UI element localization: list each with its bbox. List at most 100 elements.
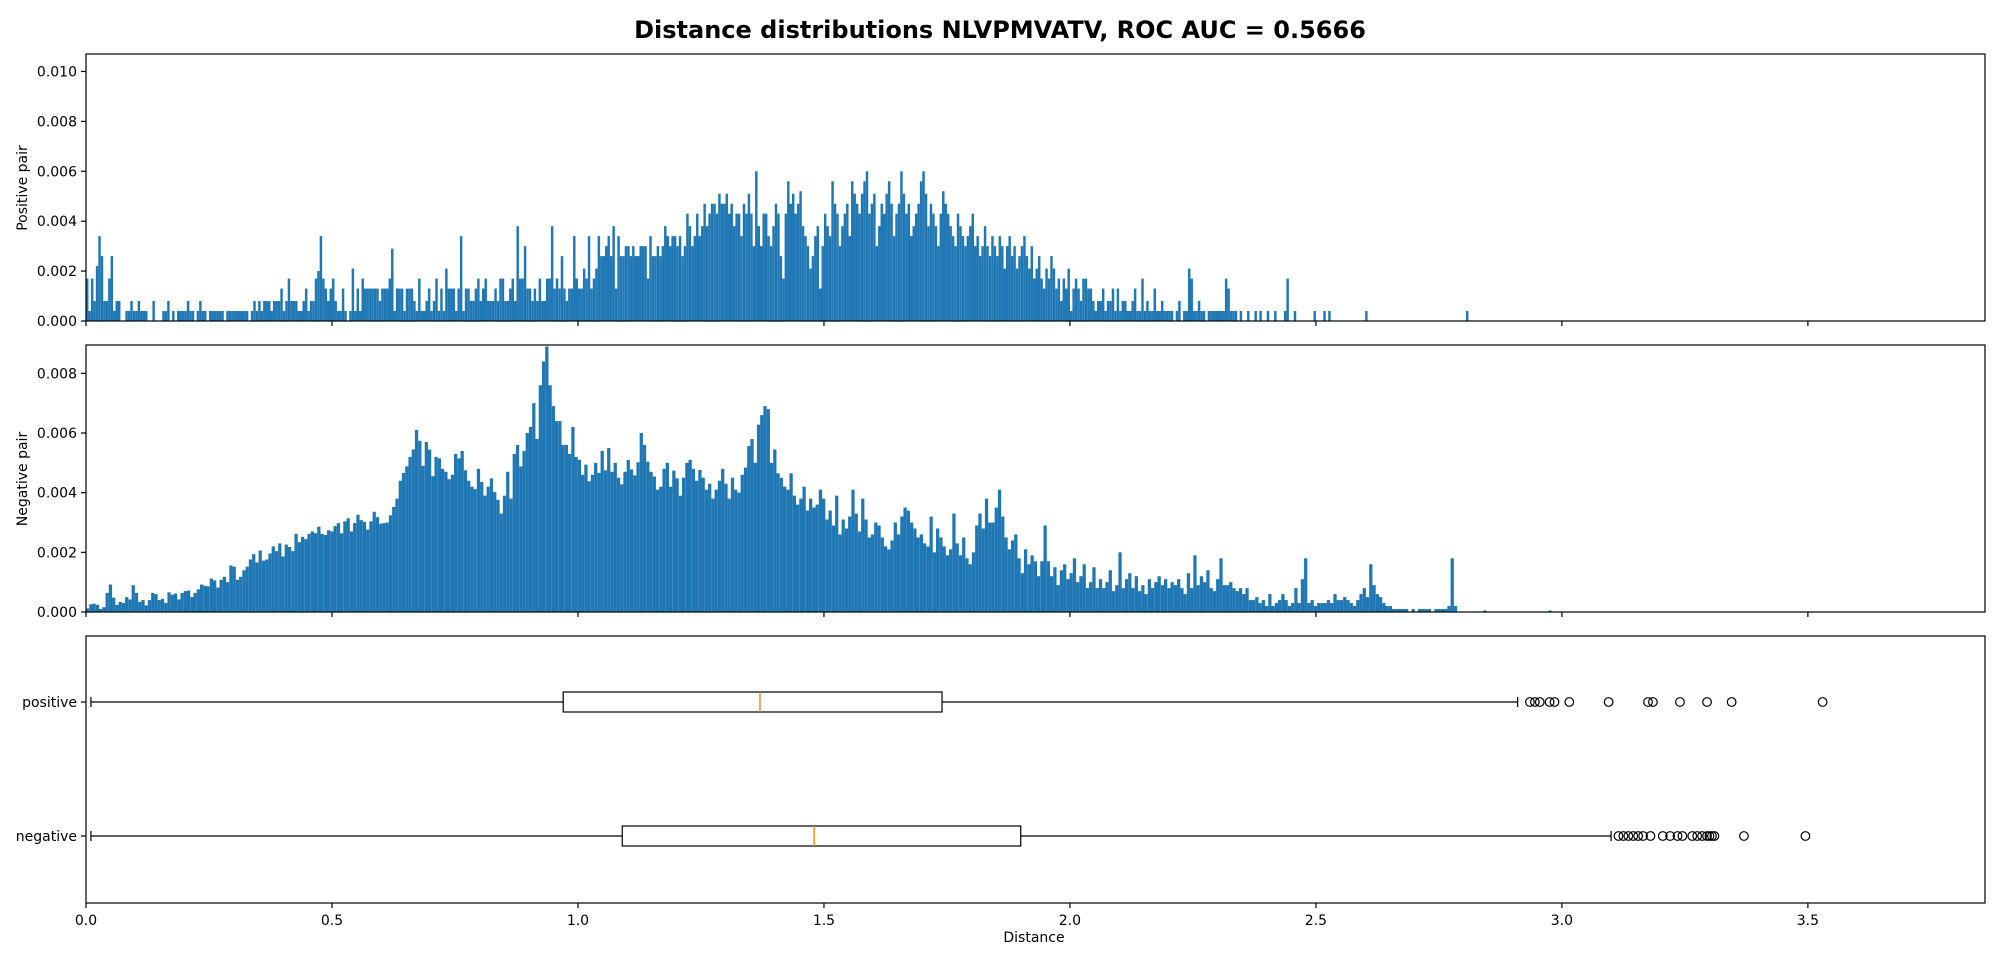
histogram-bar xyxy=(164,603,168,612)
histogram-bar xyxy=(936,528,940,612)
histogram-bar xyxy=(1097,301,1100,321)
histogram-bar xyxy=(981,528,985,612)
histogram-bar xyxy=(1444,609,1448,612)
histogram-bar xyxy=(425,301,428,321)
y-tick-label: 0.006 xyxy=(37,426,77,442)
histogram-bar xyxy=(1297,603,1301,612)
histogram-bar xyxy=(1405,609,1409,612)
histogram-bar xyxy=(248,559,253,612)
histogram-bar xyxy=(1274,603,1278,612)
histogram-bar xyxy=(560,256,564,321)
histogram-bar xyxy=(88,311,91,321)
histogram-bar xyxy=(949,549,953,612)
histogram-bar xyxy=(483,495,487,612)
histogram-bar xyxy=(782,486,787,612)
histogram-bar xyxy=(1115,585,1119,612)
histogram-bar xyxy=(725,193,729,321)
histogram-bar xyxy=(1219,558,1223,612)
histogram-bar xyxy=(867,537,871,612)
positive-box xyxy=(562,691,943,713)
histogram-bar xyxy=(592,278,596,321)
histogram-bar xyxy=(1074,278,1078,321)
histogram-bar xyxy=(1225,585,1230,612)
histogram-bar xyxy=(695,480,699,612)
histogram-bar xyxy=(239,576,243,612)
histogram-bar xyxy=(330,531,334,612)
histogram-bar xyxy=(1087,288,1090,321)
histogram-bar xyxy=(1195,311,1198,321)
histogram-bar xyxy=(919,534,924,612)
histogram-bar xyxy=(493,492,497,612)
histogram-bar xyxy=(307,311,310,321)
histogram-bar xyxy=(1238,588,1243,612)
histogram-bar xyxy=(1163,311,1166,321)
histogram-bar xyxy=(548,278,551,321)
histogram-bar xyxy=(1349,603,1353,612)
histogram-bar xyxy=(113,311,116,321)
histogram-bar xyxy=(1008,236,1011,321)
histogram-bar xyxy=(794,213,797,321)
histogram-bar xyxy=(1150,588,1155,612)
histogram-bar xyxy=(226,311,229,321)
histogram-bar xyxy=(245,566,249,612)
histogram-bar xyxy=(1089,288,1093,321)
histogram-bar xyxy=(602,256,606,321)
histogram-bar xyxy=(486,486,490,612)
histogram-bar xyxy=(878,226,881,321)
histogram-bar xyxy=(284,544,288,612)
histogram-bar xyxy=(1063,564,1067,612)
histogram-bar xyxy=(528,427,533,612)
histogram-bar xyxy=(701,477,705,612)
histogram-bar xyxy=(614,288,618,321)
histogram-bar xyxy=(855,203,859,321)
histogram-bar xyxy=(802,486,806,612)
histogram-bar xyxy=(890,203,893,321)
histogram-bar xyxy=(1056,585,1060,612)
histogram-bar xyxy=(914,213,918,321)
histogram-bar xyxy=(1079,576,1083,612)
histogram-bar xyxy=(1131,301,1134,321)
histogram-bar xyxy=(605,246,608,321)
negative-outlier xyxy=(1618,831,1629,841)
histogram-bar xyxy=(883,546,888,612)
histogram-bar xyxy=(734,489,738,612)
histogram-bar xyxy=(1111,591,1116,612)
histogram-bar xyxy=(978,513,982,612)
histogram-bar xyxy=(954,246,957,321)
histogram-bar xyxy=(984,498,989,612)
histogram-bar xyxy=(1141,278,1144,321)
histogram-bar xyxy=(496,499,500,612)
histogram-bar xyxy=(863,181,866,321)
histogram-bar xyxy=(1089,582,1093,612)
histogram-bar xyxy=(580,288,583,321)
histogram-bar xyxy=(1092,301,1095,321)
histogram-bar xyxy=(652,476,656,612)
histogram-bar xyxy=(683,246,687,321)
histogram-bar xyxy=(297,311,301,321)
histogram-bar xyxy=(1040,278,1043,321)
histogram-bar xyxy=(1219,311,1223,321)
y-tick-label: 0.000 xyxy=(37,314,77,330)
histogram-bar xyxy=(713,203,716,321)
histogram-bar xyxy=(961,236,965,321)
histogram-bar xyxy=(1271,606,1275,612)
histogram-bar xyxy=(745,213,748,321)
histogram-bar xyxy=(698,236,701,321)
histogram-bar xyxy=(233,311,237,321)
histogram-bar xyxy=(320,533,324,612)
negative-outlier xyxy=(1657,831,1668,841)
histogram-bar xyxy=(893,522,897,612)
histogram-bar xyxy=(181,311,185,321)
histogram-bar xyxy=(587,481,591,612)
histogram-bar xyxy=(927,226,930,321)
histogram-bar xyxy=(1101,288,1105,321)
histogram-bar xyxy=(98,236,101,321)
histogram-bar xyxy=(956,213,960,321)
histogram-bar xyxy=(290,301,293,321)
y-tick-label: 0.006 xyxy=(37,164,77,180)
histogram-bar xyxy=(836,213,839,321)
histogram-bar xyxy=(737,213,741,321)
histogram-bar xyxy=(1245,588,1249,612)
histogram-bar xyxy=(333,526,337,612)
histogram-bar xyxy=(440,288,443,321)
